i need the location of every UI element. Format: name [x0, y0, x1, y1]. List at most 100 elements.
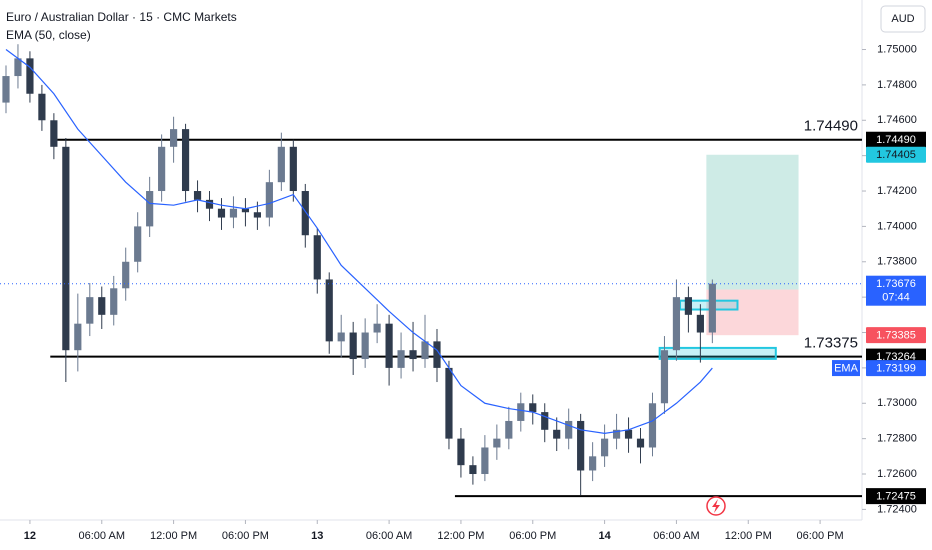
stop-price-label-box	[866, 327, 926, 344]
x-tick-label: 12:00 PM	[437, 530, 484, 542]
candle-body	[601, 438, 609, 457]
y-tick-label: 1.74200	[877, 185, 917, 197]
candle-body	[277, 146, 285, 183]
level-annotation: 1.74490	[804, 118, 858, 135]
candle-body	[50, 120, 58, 147]
y-tick-label: 1.72800	[877, 433, 917, 445]
candle-body	[2, 76, 10, 103]
price-axis: 1.724001.726001.728001.730001.732001.734…	[832, 43, 926, 515]
x-tick-label: 06:00 PM	[222, 530, 269, 542]
y-tick-label: 1.73800	[877, 256, 917, 268]
candle-body	[589, 456, 597, 471]
candle-body	[122, 261, 130, 289]
y-tick-label: 1.72400	[877, 503, 917, 515]
alert-bolt[interactable]	[712, 499, 720, 513]
currency-button[interactable]	[880, 5, 926, 33]
candle-body	[110, 288, 118, 315]
ema-tag: EMA	[834, 362, 859, 374]
ema-tag-box	[832, 360, 860, 377]
chart-title: Euro / Australian Dollar · 15 · CMC Mark…	[6, 10, 237, 24]
currency-label[interactable]: AUD	[891, 13, 914, 25]
stop-zone	[706, 289, 799, 336]
current-price-label: 1.73676	[876, 278, 916, 290]
candle-body	[361, 332, 369, 360]
level-price-box	[866, 488, 926, 505]
candle-body	[684, 297, 692, 315]
candle-body	[445, 367, 453, 439]
candle-body	[565, 420, 573, 439]
candle-body	[158, 146, 166, 192]
candle-body	[241, 208, 250, 213]
candle-body	[62, 146, 70, 351]
candle-body	[229, 208, 238, 218]
candle-body	[385, 323, 393, 368]
candle-body	[74, 323, 82, 351]
zone	[658, 346, 777, 360]
candle-body	[409, 350, 417, 360]
x-tick-label: 12:00 PM	[725, 530, 772, 542]
candle-body	[493, 438, 501, 448]
candle-body	[612, 429, 621, 439]
candle-body	[469, 465, 477, 475]
candle-body	[337, 332, 345, 342]
candle-body	[205, 199, 214, 209]
y-tick-label: 1.72600	[877, 468, 917, 480]
x-tick-label: 12	[24, 530, 36, 542]
candle-body	[672, 297, 681, 351]
stop-price-label: 1.73385	[876, 330, 916, 342]
candle-body	[38, 93, 46, 121]
alert-icon[interactable]	[706, 496, 726, 516]
target-price-label: 1.74405	[876, 149, 916, 161]
candle-body	[253, 212, 261, 218]
candle-body	[193, 191, 202, 200]
x-tick-label: 13	[311, 530, 323, 542]
candle-body	[541, 412, 549, 430]
level-annotation: 1.73375	[804, 335, 858, 352]
candle-body	[505, 420, 513, 439]
current-price-box	[866, 275, 926, 306]
candle-body	[289, 146, 297, 192]
candle-body	[146, 191, 154, 227]
y-tick-label: 1.74800	[877, 79, 917, 91]
candle-body	[313, 235, 321, 280]
candle-body	[481, 447, 489, 475]
x-tick-label: 12:00 PM	[150, 530, 197, 542]
x-tick-label: 06:00 AM	[653, 530, 699, 542]
target-price-label-box	[866, 146, 926, 163]
level-price-box	[866, 131, 926, 148]
candle-body	[98, 297, 106, 315]
candle-body	[26, 58, 34, 94]
x-tick-label: 06:00 PM	[509, 530, 556, 542]
candle-body	[624, 429, 633, 439]
plot-area: 1.74490 1.73375	[0, 44, 862, 498]
candle-body	[325, 279, 333, 342]
level-price-label: 1.72475	[876, 491, 916, 503]
candle-body	[433, 341, 441, 368]
candle-body	[708, 283, 716, 333]
candle-body	[301, 191, 309, 236]
candle-body	[660, 350, 669, 404]
countdown: 07:44	[882, 292, 910, 304]
y-tick-label: 1.74000	[877, 220, 917, 232]
candle-body	[517, 403, 525, 421]
candle-body	[529, 403, 537, 413]
level-price-label: 1.74490	[876, 134, 916, 146]
candle-body	[86, 297, 94, 324]
x-tick-label: 06:00 AM	[366, 530, 412, 542]
target-zone	[706, 154, 799, 290]
candle-body	[648, 403, 657, 448]
candle-body	[421, 341, 429, 360]
candle-body	[696, 314, 704, 333]
candle-body	[181, 129, 190, 192]
x-tick-label: 14	[598, 530, 611, 542]
candle-body	[397, 350, 405, 368]
x-tick-label: 06:00 AM	[79, 530, 125, 542]
ema-price-label: 1.73199	[876, 362, 916, 374]
candle-body	[577, 420, 585, 471]
ema-price-label-box	[866, 360, 926, 377]
candle-body	[457, 438, 465, 466]
indicator-label: EMA (50, close)	[6, 28, 91, 42]
y-tick-label: 1.74600	[877, 114, 917, 126]
